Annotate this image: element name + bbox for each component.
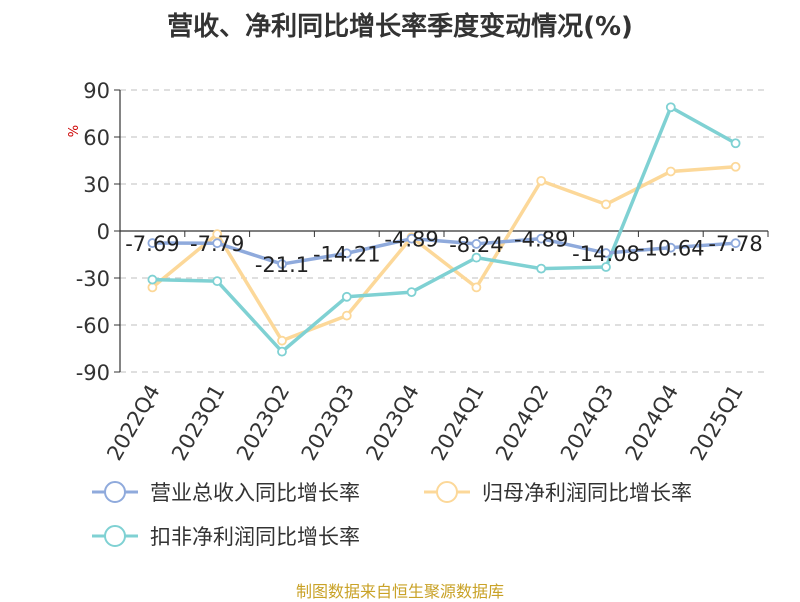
legend-item[interactable]: 营业总收入同比增长率 [92,481,360,505]
legend-swatch-marker [436,481,458,503]
data-point [601,199,611,210]
data-label: -4.89 [384,228,438,252]
data-point [730,161,741,172]
x-tick-label: 2024Q1 [426,381,488,465]
data-label: -10.64 [637,237,705,261]
y-tick-label: 30 [83,173,110,197]
y-axis-unit-label: % [67,125,82,137]
data-point [601,262,611,272]
series-line [150,105,738,354]
source-footer: 制图数据来自恒生聚源数据库 [295,582,504,601]
data-point [147,274,158,285]
data-point [212,229,223,240]
data-point [730,138,741,149]
data-label: -14.08 [572,242,640,266]
data-label: -7.79 [190,232,244,256]
data-point [212,238,223,249]
x-tick-label: 2023Q1 [167,381,229,465]
series-line [150,236,738,266]
data-point [277,346,287,357]
legend-label: 营业总收入同比增长率 [150,481,360,505]
y-tick-label: 90 [83,79,110,103]
data-point [406,287,417,298]
y-tick-label: -60 [76,314,110,338]
data-label: -7.69 [125,232,179,256]
data-point [665,102,676,113]
data-label: -7.78 [708,232,762,256]
legend-swatch-marker [104,525,126,547]
series-lines [147,102,741,357]
data-point [471,282,482,293]
data-point [341,310,352,321]
x-tick-label: 2025Q1 [685,381,747,465]
y-tick-label: -90 [76,361,110,385]
legend-label: 归母净利润同比增长率 [482,481,692,505]
data-point [536,263,547,274]
legend-item[interactable]: 归母净利润同比增长率 [424,481,692,505]
x-tick-label: 2022Q4 [102,381,164,465]
legend-label: 扣非净利润同比增长率 [150,525,360,549]
data-point [665,166,676,177]
data-point [341,291,352,302]
x-tick-label: 2024Q4 [621,381,683,465]
chart-title: 营收、净利同比增长率季度变动情况(%) [167,12,633,42]
data-point [665,242,676,253]
x-tick-label: 2023Q2 [232,381,294,465]
data-point [147,238,158,248]
data-point [536,233,547,244]
data-label: -21.1 [255,253,309,277]
data-point [471,239,482,249]
data-label: -4.89 [514,228,568,252]
data-point [277,259,287,269]
x-tick-label: 2024Q2 [491,381,553,465]
x-tick-label: 2023Q4 [361,381,423,465]
data-point [406,233,417,244]
data-labels: -7.69 -7.79-21.1 -14.21-4.89 -8.24 -4.89-14.… [125,228,763,277]
data-label: -14.21 [313,242,381,266]
data-point [601,248,611,258]
data-point [277,335,287,346]
y-tick-label: 60 [83,126,110,150]
data-point [730,238,741,249]
legend-swatch-marker [104,481,126,503]
legend-item[interactable]: 扣非净利润同比增长率 [92,525,360,549]
data-point [147,282,158,293]
x-tick-label: 2023Q3 [297,381,359,465]
data-label: -8.24 [449,233,503,257]
x-tick-label: 2024Q3 [556,381,618,465]
data-point [212,276,223,287]
data-point [536,175,547,186]
y-tick-label: -30 [76,267,110,291]
data-point [341,248,352,259]
data-point [471,252,482,263]
y-tick-label: 0 [97,220,110,244]
